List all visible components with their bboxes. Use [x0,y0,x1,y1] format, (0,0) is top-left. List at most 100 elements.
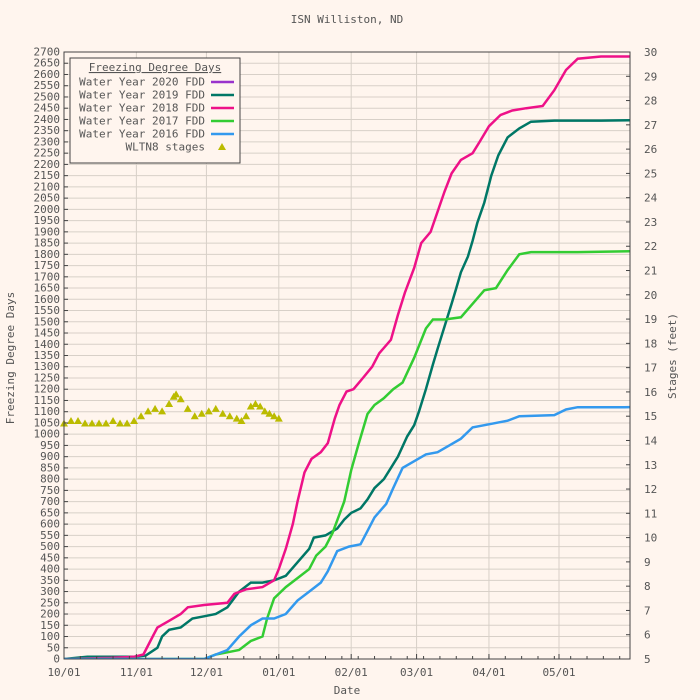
y2-tick-label: 20 [644,289,657,302]
y2-tick-label: 14 [644,434,658,447]
y2-tick-label: 24 [644,192,658,205]
stage-marker [144,407,153,415]
stage-marker [218,409,227,417]
legend-label: Water Year 2020 FDD [79,76,205,89]
legend-label: WLTN8 stages [126,141,205,154]
y-tick-label: 2700 [34,46,61,59]
stage-marker [183,404,192,412]
chart-title: ISN Williston, ND [291,13,404,26]
stage-marker [265,409,274,417]
y-tick-label: 400 [40,563,60,576]
y-tick-label: 1050 [34,416,61,429]
y2-tick-label: 25 [644,167,657,180]
y2-tick-label: 5 [644,653,651,666]
y-axis-left: 0501001502002503003504004505005506006507… [34,46,68,666]
y-tick-label: 2250 [34,147,61,160]
y-tick-label: 2450 [34,102,61,115]
stage-marker [172,390,181,398]
y-tick-label: 600 [40,518,60,531]
stage-marker [197,409,206,417]
y-tick-label: 2350 [34,124,61,137]
y-tick-label: 350 [40,574,60,587]
x-axis: 10/01 11/01 12/01 01/01 02/01 03/01 04/01 05/01 [47,654,621,679]
stage-marker [211,404,220,412]
y-tick-label: 100 [40,630,60,643]
stage-marker [246,402,255,410]
y-tick-label: 1700 [34,270,61,283]
stage-marker [260,407,269,415]
y-tick-label: 1250 [34,371,61,384]
y-tick-label: 1600 [34,293,61,306]
series-layer [60,55,630,659]
legend-title: Freezing Degree Days [89,61,221,74]
stage-marker [130,417,139,425]
stage-marker [95,419,104,427]
y2-tick-label: 13 [644,459,657,472]
x-tick-label: 05/01 [542,666,575,679]
y2-tick-label: 10 [644,532,657,545]
y-tick-label: 2400 [34,113,61,126]
stage-marker [256,402,265,410]
y2-axis-label: Stages (feet) [666,313,679,399]
y-tick-label: 1200 [34,383,61,396]
y2-tick-label: 28 [644,95,657,108]
stage-marker [237,417,246,425]
y-tick-label: 2050 [34,192,61,205]
y2-tick-label: 29 [644,70,657,83]
y2-tick-label: 15 [644,410,657,423]
y2-tick-label: 18 [644,337,657,350]
series-line [64,118,630,659]
y-tick-label: 500 [40,540,60,553]
y-tick-label: 0 [53,653,60,666]
y-tick-label: 1350 [34,349,61,362]
y2-tick-label: 12 [644,483,657,496]
stage-marker [67,417,76,425]
y-tick-label: 1150 [34,394,61,407]
y-tick-label: 300 [40,585,60,598]
stage-marker [158,407,167,415]
y-tick-label: 700 [40,495,60,508]
y-tick-label: 2650 [34,57,61,70]
y-tick-label: 1300 [34,360,61,373]
stage-marker [74,417,83,425]
stage-marker [251,400,260,408]
stage-marker [190,412,199,420]
y-tick-label: 800 [40,473,60,486]
stage-marker [225,412,234,420]
series-line [64,250,630,659]
y-tick-label: 2000 [34,203,61,216]
y2-tick-label: 9 [644,556,651,569]
x-tick-label: 12/01 [190,666,223,679]
x-tick-label: 10/01 [47,666,80,679]
y-tick-label: 950 [40,439,60,452]
stage-marker [116,419,125,427]
y-tick-label: 1950 [34,214,61,227]
x-tick-label: 11/01 [120,666,153,679]
y-tick-label: 450 [40,551,60,564]
y2-tick-label: 19 [644,313,657,326]
legend-marker [218,143,226,150]
stage-marker [176,395,185,403]
y-tick-label: 1100 [34,405,61,418]
y-tick-label: 50 [47,641,60,654]
stage-marker [88,419,97,427]
y2-tick-label: 16 [644,386,657,399]
y-tick-label: 850 [40,461,60,474]
y-tick-label: 2550 [34,79,61,92]
y-tick-label: 1450 [34,327,61,340]
y-tick-label: 1900 [34,225,61,238]
y-tick-label: 2300 [34,135,61,148]
stage-marker [151,404,160,412]
y-tick-label: 1850 [34,237,61,250]
legend-label: Water Year 2016 FDD [79,128,205,141]
stage-marker [274,414,283,422]
legend-box [69,57,241,164]
y-tick-label: 1750 [34,259,61,272]
series-line [64,405,630,659]
stage-marker [204,407,213,415]
y-tick-label: 1500 [34,315,61,328]
y-tick-label: 2100 [34,180,61,193]
y-tick-label: 250 [40,596,60,609]
x-tick-label: 02/01 [335,666,368,679]
